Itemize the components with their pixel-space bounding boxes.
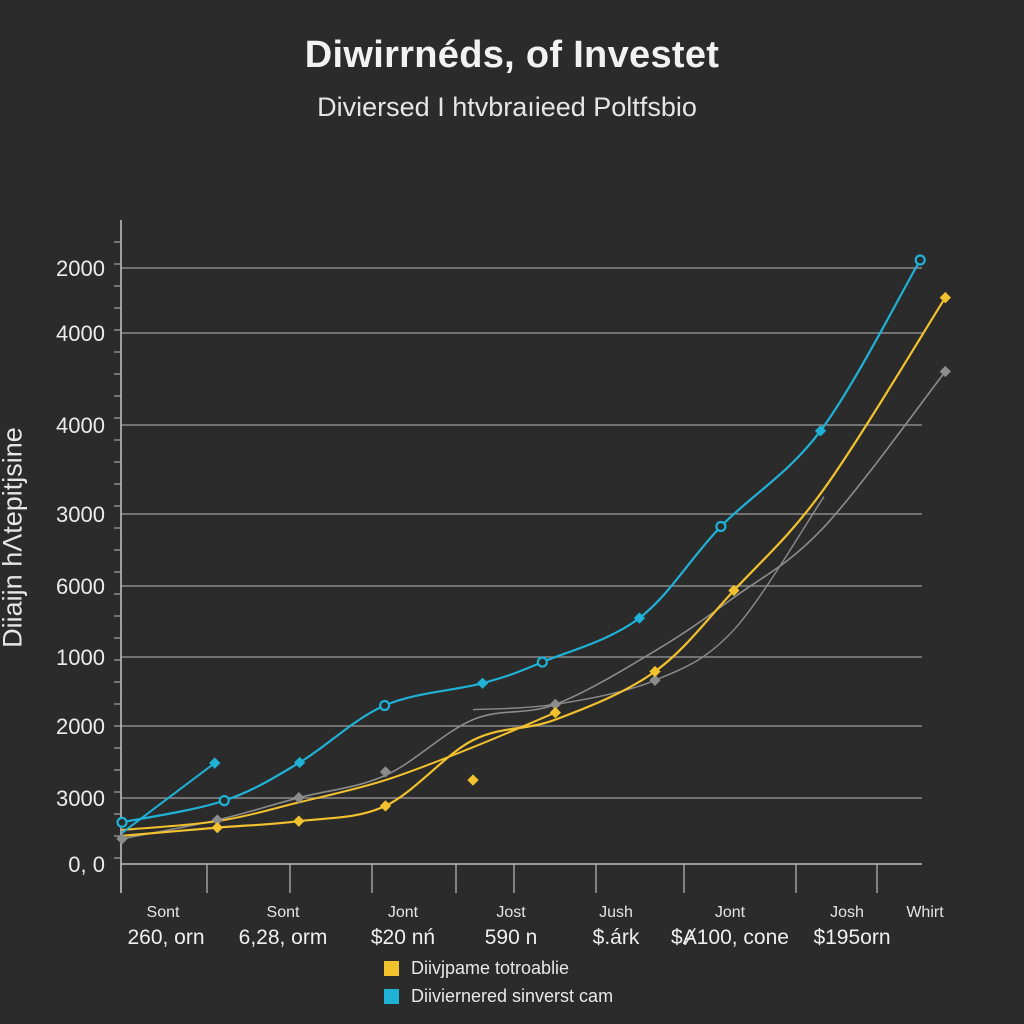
y-tick-label: 4000	[56, 321, 105, 346]
x-category-label: Jont	[388, 904, 419, 921]
x-value-label: 260, orn	[127, 926, 204, 949]
data-point-diivjpame-totroablie	[467, 774, 479, 786]
data-point-diiviernered-sinverst-cam	[476, 677, 489, 689]
y-tick-label: 6000	[56, 574, 105, 599]
y-tick-label: 1000	[56, 645, 105, 670]
axes	[114, 220, 922, 893]
data-point-diiviernered-sinverst-cam	[814, 425, 827, 437]
legend-label: Diiviernered sinverst cam	[411, 985, 614, 1006]
x-category-label: Sont	[147, 904, 180, 921]
y-tick-label: 2000	[56, 714, 105, 739]
x-value-label: 6,28, orm	[239, 926, 328, 949]
legend-item[interactable]: Diivjpame totroablie	[384, 954, 613, 982]
data-point-diiviernered-sinverst-cam	[209, 757, 221, 769]
data-point-diivjpame-totroablie	[649, 665, 661, 678]
data-point-diiviernered-sinverst-cam	[116, 816, 128, 828]
x-category-label: Jost	[496, 904, 526, 921]
legend: Diivjpame totroablie Diiviernered sinver…	[384, 954, 613, 1010]
legend-item[interactable]: Diiviernered sinverst cam	[384, 982, 613, 1010]
x-category-label: Sont	[267, 904, 300, 921]
series-branch-benchmark	[472, 496, 825, 711]
data-point-diiviernered-sinverst-cam	[914, 254, 926, 266]
chart-subtitle: Diviersed I htvbraıieed Poltfsbio	[317, 92, 697, 122]
data-point-benchmark	[649, 674, 661, 686]
x-value-label: $20 nń	[371, 926, 435, 949]
series-line-benchmark	[121, 371, 946, 840]
y-tick-label: 3000	[56, 502, 105, 527]
legend-swatch-cyan	[384, 988, 399, 1004]
data-point-benchmark	[379, 766, 392, 778]
x-category-label: Jont	[715, 904, 746, 921]
data-point-diivjpame-totroablie	[379, 800, 392, 812]
y-tick-label: 2000	[56, 256, 105, 281]
data-point-diiviernered-sinverst-cam	[633, 612, 646, 624]
y-tick-label: 3000	[56, 786, 105, 811]
x-category-label: Jush	[599, 904, 633, 921]
x-value-label: 590 n	[485, 926, 538, 949]
data-point-diivjpame-totroablie	[211, 821, 223, 834]
chart-title: Diwirrnéds, of Investet	[304, 34, 720, 76]
x-value-label: $Ⱥ100, cone	[671, 926, 789, 949]
legend-swatch-yellow	[384, 960, 399, 976]
series-branch-diiviernered-sinverst-cam	[121, 762, 216, 834]
tick-labels: 2000 4000 4000 3000 6000 1000 2000 3000 0, 0 Sont…	[56, 256, 944, 949]
series-markers	[116, 254, 951, 845]
series-lines	[121, 259, 947, 840]
data-point-diiviernered-sinverst-cam	[294, 756, 306, 769]
data-point-benchmark	[293, 792, 305, 804]
gridlines	[121, 267, 922, 799]
data-point-diiviernered-sinverst-cam	[218, 795, 230, 807]
data-point-benchmark	[939, 365, 951, 378]
data-point-diivjpame-totroablie	[939, 291, 951, 304]
data-point-diivjpame-totroablie	[293, 815, 305, 827]
x-category-label: Whirt	[906, 904, 944, 921]
y-tick-label: 4000	[56, 413, 105, 438]
data-point-diivjpame-totroablie	[549, 706, 561, 719]
x-value-label: $.árk	[593, 926, 640, 949]
y-tick-label: 0, 0	[68, 852, 105, 877]
x-value-label: $195orn	[813, 926, 890, 949]
data-point-benchmark	[211, 814, 223, 826]
data-point-benchmark	[549, 698, 561, 711]
series-branch-diivjpame-totroablie	[121, 711, 556, 831]
data-point-diiviernered-sinverst-cam	[379, 699, 391, 712]
series-line-diiviernered-sinverst-cam	[121, 259, 922, 824]
data-point-diivjpame-totroablie	[728, 584, 740, 597]
data-point-diiviernered-sinverst-cam	[715, 520, 727, 533]
x-category-label: Josh	[830, 904, 864, 921]
data-point-diiviernered-sinverst-cam	[536, 656, 548, 668]
series-line-diivjpame-totroablie	[121, 296, 947, 837]
legend-label: Diivjpame totroablie	[411, 957, 570, 978]
